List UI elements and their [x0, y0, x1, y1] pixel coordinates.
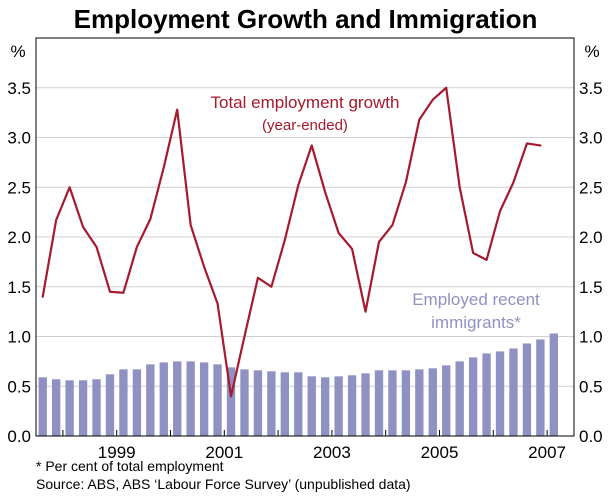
y-tick-label-left: 3.5 [7, 79, 31, 98]
immigrant-bar [468, 357, 478, 436]
x-tick-label: 2005 [421, 443, 459, 462]
immigrant-bar [415, 369, 424, 436]
immigrant-bar [226, 367, 236, 436]
immigrant-bar [105, 374, 115, 436]
y-tick-label-left: 2.0 [7, 228, 31, 247]
immigrant-bar [240, 369, 249, 436]
y-tick-label-right: 0.5 [579, 377, 603, 396]
immigrant-bar [307, 376, 316, 436]
immigrant-bar [442, 365, 451, 436]
immigrant-bar [321, 377, 330, 436]
immigrant-bar [361, 373, 370, 436]
x-tick-label: 2001 [205, 443, 243, 462]
axis-ticks [62, 430, 548, 436]
x-tick-label: 1999 [98, 443, 136, 462]
immigrant-bar [536, 339, 545, 436]
footnote-source: Source: ABS, ABS ‘Labour Force Survey’ (… [36, 476, 411, 492]
immigrant-bar [78, 380, 88, 436]
immigrant-bars [38, 333, 558, 436]
chart-title: Employment Growth and Immigration [74, 4, 538, 34]
immigrant-bar [294, 372, 303, 436]
immigrant-bar [495, 351, 505, 436]
immigrant-bar [509, 348, 518, 436]
immigrant-bar [52, 379, 61, 436]
immigrant-bar [482, 353, 491, 436]
immigrant-bar [549, 333, 558, 436]
bar-series-label-line1: Employed recent [412, 290, 540, 309]
immigrant-bar [119, 369, 128, 436]
immigrant-bar [159, 362, 168, 436]
x-tick-label: 2003 [313, 443, 351, 462]
immigrant-bar [455, 361, 464, 436]
line-series-label: Total employment growth [211, 93, 400, 112]
y-tick-label-right: 3.0 [579, 129, 603, 148]
immigrant-bar [253, 370, 263, 436]
plot-frame [35, 37, 575, 437]
bar-series-label-line2: immigrants* [431, 313, 521, 332]
immigrant-bar [146, 364, 155, 436]
immigrant-bar [199, 362, 209, 436]
immigrant-bar [280, 372, 289, 436]
y-tick-label-left: 1.5 [7, 278, 31, 297]
immigrant-bar [38, 377, 47, 436]
axis-labels: 0.0 0.0 0.5 0.5 1.0 1.0 1.5 1.5 2.0 2.0 2.5 2.5 3.0 3… [7, 79, 602, 462]
y-tick-label-right: 2.0 [579, 228, 603, 247]
y-tick-label-left: 1.0 [7, 328, 31, 347]
immigrant-bar [347, 375, 357, 436]
immigrant-bar [522, 343, 532, 436]
immigrant-bar [267, 371, 276, 436]
left-axis-unit: % [10, 42, 25, 61]
footnote-note: * Per cent of total employment [36, 458, 224, 474]
right-axis-unit: % [584, 42, 599, 61]
y-tick-label-right: 2.5 [579, 178, 603, 197]
immigrant-bar [401, 370, 411, 436]
employment-growth-line-group [41, 86, 542, 398]
y-tick-label-right: 0.0 [579, 427, 603, 446]
y-tick-label-right: 3.5 [579, 79, 603, 98]
y-tick-label-left: 3.0 [7, 129, 31, 148]
immigrant-bar [132, 369, 142, 436]
employment-growth-line [41, 86, 542, 398]
immigrant-bar [213, 364, 222, 436]
y-tick-label-right: 1.0 [579, 328, 603, 347]
x-tick-label: 2007 [528, 443, 566, 462]
y-tick-label-left: 2.5 [7, 178, 31, 197]
y-tick-label-left: 0.5 [7, 377, 31, 396]
immigrant-bar [334, 376, 343, 436]
immigrant-bar [186, 361, 195, 436]
immigrant-bar [428, 368, 437, 436]
immigrant-bar [92, 379, 101, 436]
immigrant-bar [65, 380, 74, 436]
y-tick-label-right: 1.5 [579, 278, 603, 297]
immigrant-bar [374, 370, 384, 436]
line-series-sublabel: (year-ended) [262, 117, 348, 134]
y-tick-label-left: 0.0 [7, 427, 31, 446]
immigrant-bar [173, 361, 182, 436]
immigrant-bar [388, 370, 397, 436]
